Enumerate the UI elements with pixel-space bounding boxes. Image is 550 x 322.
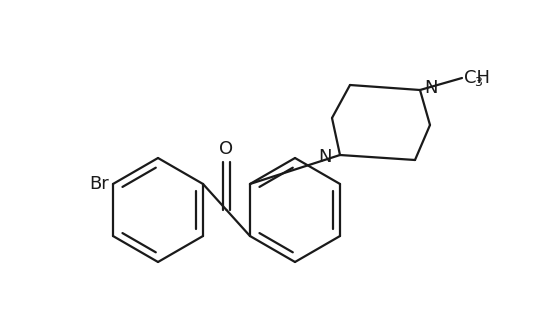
Text: N: N [424, 79, 437, 97]
Text: N: N [318, 148, 332, 166]
Text: CH: CH [464, 69, 490, 87]
Text: 3: 3 [474, 75, 482, 89]
Text: O: O [219, 140, 234, 158]
Text: Br: Br [89, 175, 109, 193]
